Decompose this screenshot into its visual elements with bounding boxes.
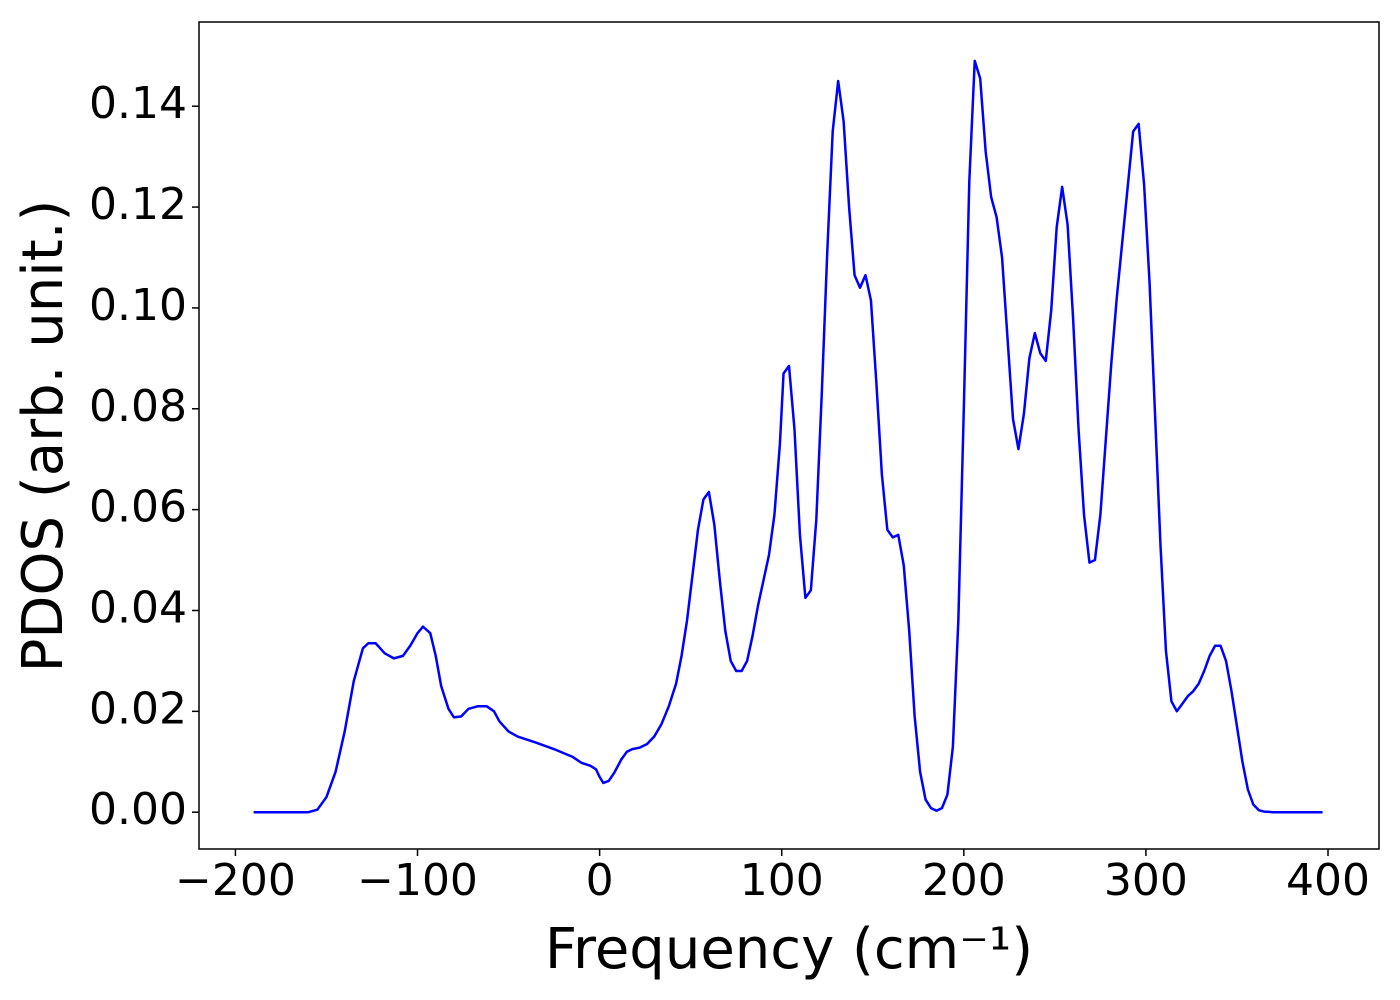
data-line — [253, 59, 1323, 814]
x-tick-label: 400 — [1286, 855, 1370, 906]
y-tick-label: 0.04 — [89, 582, 187, 633]
plot-frame — [198, 21, 1380, 850]
y-tick-label: 0.12 — [89, 179, 187, 230]
y-tick-label: 0.00 — [89, 784, 187, 835]
y-tick-label: 0.08 — [89, 381, 187, 432]
x-tick-label: 200 — [922, 855, 1006, 906]
y-tick-label: 0.02 — [89, 683, 187, 734]
y-axis-label: PDOS (arb. unit.) — [11, 200, 76, 673]
y-tick-label: 0.06 — [89, 482, 187, 533]
x-tick-label: 0 — [586, 855, 614, 906]
x-tick-label: 100 — [740, 855, 824, 906]
x-tick-label: 300 — [1104, 855, 1188, 906]
x-tick-label: −200 — [175, 855, 296, 906]
x-tick-label: −100 — [357, 855, 478, 906]
y-tick-label: 0.10 — [89, 280, 187, 331]
x-axis-label: Frequency (cm⁻¹) — [545, 917, 1033, 982]
y-tick-label: 0.14 — [89, 78, 187, 129]
